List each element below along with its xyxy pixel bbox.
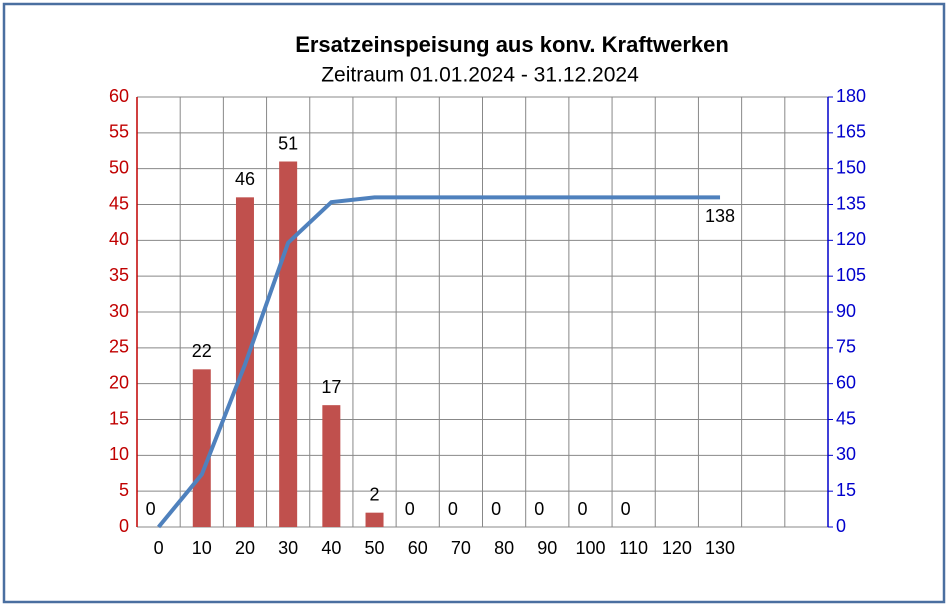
x-tick-label: 10 [192,538,212,558]
x-tick-label: 80 [494,538,514,558]
y-tick-label: 45 [109,193,129,213]
data-label: 0 [534,499,544,519]
x-tick-label: 50 [365,538,385,558]
x-tick-label: 20 [235,538,255,558]
y2-tick-label: 60 [836,372,856,392]
data-label: 0 [491,499,501,519]
y-tick-label: 20 [109,372,129,392]
y2-tick-label: 15 [836,480,856,500]
y-tick-label: 15 [109,408,129,428]
y2-tick-label: 0 [836,516,846,536]
y2-tick-label: 135 [836,193,866,213]
data-label: 46 [235,169,255,189]
y-tick-label: 35 [109,265,129,285]
x-tick-label: 130 [705,538,735,558]
y-tick-label: 30 [109,301,129,321]
y-tick-label: 50 [109,157,129,177]
y2-tick-label: 180 [836,86,866,106]
bar [192,369,211,527]
y2-tick-label: 90 [836,301,856,321]
data-label: 138 [705,206,735,226]
y2-tick-label: 150 [836,157,866,177]
bar [279,161,298,527]
y2-tick-label: 30 [836,444,856,464]
y-tick-label: 60 [109,86,129,106]
chart-subtitle: Zeitraum 01.01.2024 - 31.12.2024 [321,64,639,87]
x-tick-label: 110 [619,538,648,558]
data-label: 22 [192,341,212,361]
y2-tick-label: 75 [836,337,856,357]
y-tick-label: 55 [109,122,129,142]
data-label: 0 [621,499,631,519]
bar [365,512,384,527]
data-label: 51 [278,133,298,153]
data-label: 0 [405,499,415,519]
y-tick-label: 10 [109,444,129,464]
x-tick-label: 40 [321,538,341,558]
line [157,195,721,529]
data-label: 0 [448,499,458,519]
y2-tick-label: 45 [836,408,856,428]
data-label: 0 [577,499,587,519]
y2-tick-label: 105 [836,265,866,285]
data-label: 0 [146,499,156,519]
y-tick-label: 5 [119,480,129,500]
x-tick-label: 60 [408,538,428,558]
y-tick-label: 0 [119,516,129,536]
y-tick-label: 25 [109,337,129,357]
x-tick-label: 30 [278,538,298,558]
data-label: 2 [370,484,380,504]
x-tick-label: 0 [154,538,164,558]
x-tick-label: 120 [662,538,692,558]
data-label: 17 [321,377,341,397]
bar [322,405,341,527]
y-tick-label: 40 [109,229,129,249]
x-tick-label: 70 [451,538,471,558]
x-tick-label: 100 [575,538,605,558]
y2-tick-label: 165 [836,122,866,142]
x-tick-label: 90 [537,538,557,558]
chart-title: Ersatzeinspeisung aus konv. Kraftwerken [295,32,729,57]
y2-tick-label: 120 [836,229,866,249]
